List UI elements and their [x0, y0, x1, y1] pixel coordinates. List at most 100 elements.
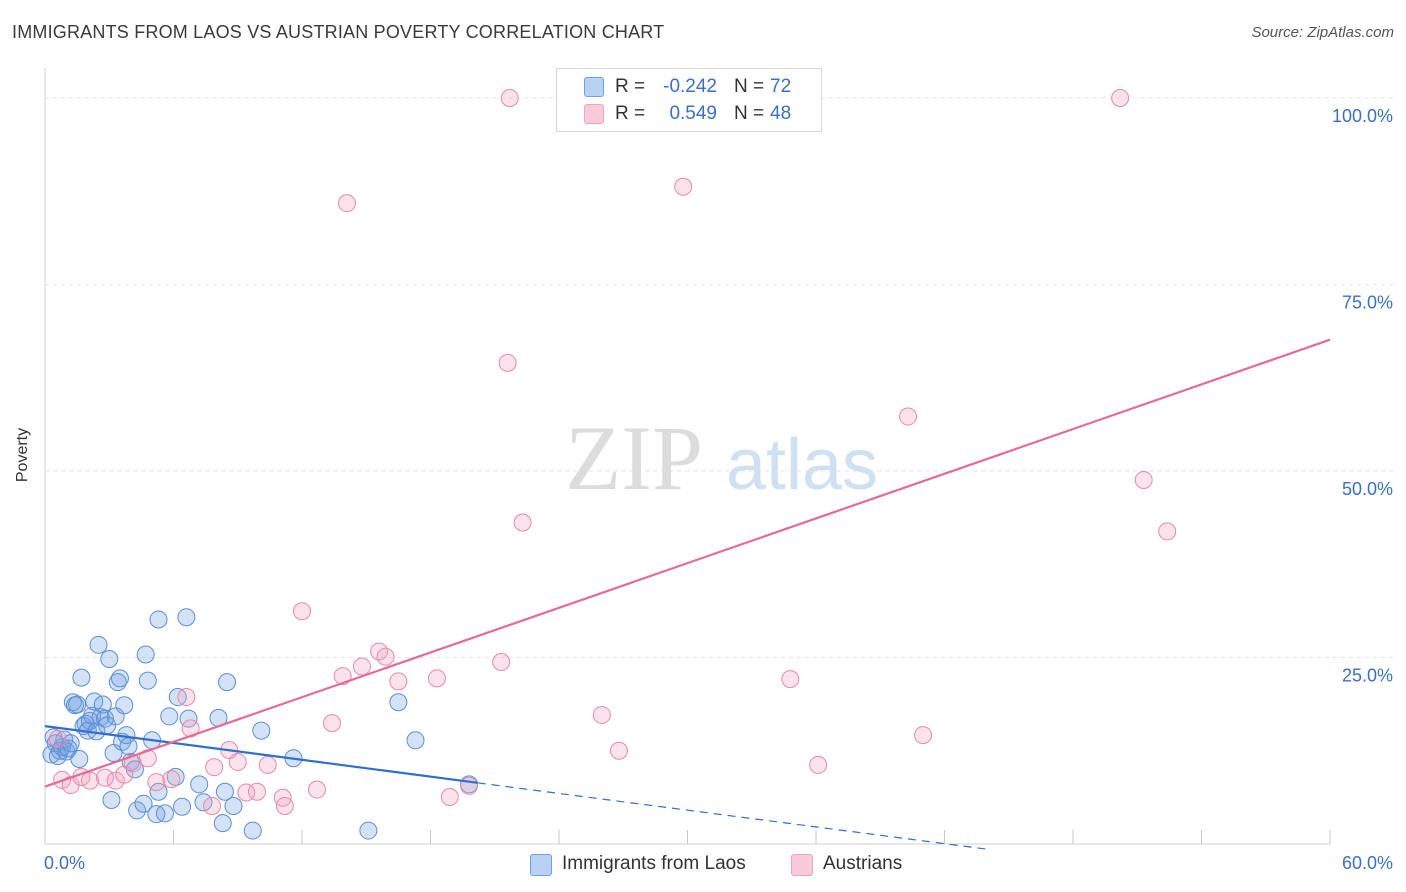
austrians-point: [513, 513, 532, 532]
r-label: R =: [615, 103, 646, 124]
austrians-point: [809, 755, 828, 774]
laos-point: [102, 790, 121, 809]
austrians-point: [609, 741, 628, 760]
laos-point: [93, 695, 112, 714]
laos-point: [190, 775, 209, 794]
austrians-point: [914, 726, 933, 745]
laos-point: [160, 707, 179, 726]
austrians-swatch: [584, 104, 604, 124]
laos-point: [72, 668, 91, 687]
austrians-point: [498, 353, 517, 372]
n-label: N =: [734, 76, 765, 97]
austrians-point: [781, 670, 800, 689]
austrians-point: [427, 669, 446, 688]
r-label: R =: [615, 76, 646, 97]
trend-lines: [44, 338, 1331, 850]
laos-legend-swatch: [530, 854, 552, 876]
laos-point: [119, 737, 138, 756]
laos-point: [177, 608, 196, 627]
austrians-point: [492, 652, 511, 671]
austrians-point: [352, 657, 371, 676]
austrians-point: [95, 768, 114, 787]
legend-label-austrians: Austrians: [823, 853, 903, 874]
austrians-r-value: 0.549: [669, 103, 717, 124]
austrians-point: [389, 672, 408, 691]
austrians-point: [203, 796, 222, 815]
laos-point: [149, 610, 168, 629]
austrians-point: [162, 770, 181, 789]
laos-trend-extension: [477, 782, 988, 850]
laos-point: [218, 673, 237, 692]
laos-point: [224, 796, 243, 815]
watermark-atlas: atlas: [726, 425, 878, 505]
laos-n-value: 72: [770, 76, 792, 97]
laos-point: [173, 797, 192, 816]
laos-point: [359, 821, 378, 840]
austrians-point: [205, 758, 224, 777]
x-tick-label: 60.0%: [1342, 853, 1393, 873]
y-tick-label: 100.0%: [1332, 106, 1393, 126]
austrians-point: [592, 705, 611, 724]
austrians-point: [899, 407, 918, 426]
laos-point: [136, 645, 155, 664]
laos-point: [134, 794, 153, 813]
laos-swatch: [584, 77, 604, 97]
laos-point: [100, 649, 119, 668]
legend-label-laos: Immigrants from Laos: [562, 853, 746, 874]
watermark-zip: ZIP: [565, 407, 703, 509]
austrians-point: [80, 771, 99, 790]
stats-legend: R = -0.242 N = 72 R = 0.549 N = 48: [556, 68, 822, 132]
austrians-point: [322, 714, 341, 733]
laos-point: [128, 801, 147, 820]
austrians-n-value: 48: [770, 103, 792, 124]
laos-point: [194, 793, 213, 812]
laos-point: [243, 821, 262, 840]
laos-point: [95, 709, 114, 728]
austrians-point: [293, 602, 311, 621]
laos-point: [138, 671, 157, 690]
x-tick-label: 0.0%: [44, 853, 85, 873]
austrians-point: [48, 729, 67, 748]
grid-lines: [45, 97, 1394, 658]
n-label: N =: [734, 103, 765, 124]
austrians-point: [1158, 522, 1177, 541]
stats-row-austrians: R = 0.549 N = 48: [557, 100, 821, 126]
y-tick-label: 25.0%: [1342, 666, 1393, 686]
austrians-point: [1134, 470, 1153, 489]
y-tick-label: 75.0%: [1342, 293, 1393, 313]
austrians-point: [440, 788, 459, 807]
austrians-point: [258, 755, 277, 774]
tick-labels: 25.0% 50.0% 75.0% 100.0% 0.0% 60.0%: [44, 106, 1393, 873]
chart-title: IMMIGRANTS FROM LAOS VS AUSTRIAN POVERTY…: [12, 22, 665, 42]
austrians-point: [376, 647, 395, 666]
stats-row-laos: R = -0.242 N = 72: [557, 73, 821, 99]
austrians-point: [337, 194, 356, 213]
austrians-point: [275, 796, 294, 815]
austrians-point: [248, 782, 267, 801]
austrians-point: [1111, 89, 1130, 107]
austrians-point: [307, 780, 326, 799]
laos-point: [70, 749, 89, 768]
laos-point: [68, 695, 87, 714]
laos-point: [215, 782, 234, 801]
laos-point: [110, 669, 129, 688]
axes: [44, 68, 1331, 845]
laos-trend-line: [44, 725, 478, 784]
austrians-point: [500, 89, 519, 107]
series-legend: Immigrants from Laos Austrians: [0, 852, 1406, 876]
austrians-trend-line: [44, 338, 1331, 788]
austrians-point: [177, 688, 196, 707]
source-label: Source: ZipAtlas.com: [1251, 24, 1394, 41]
y-tick-label: 50.0%: [1342, 479, 1393, 499]
laos-point: [213, 814, 232, 833]
laos-point: [155, 804, 174, 823]
austrians-point: [228, 752, 247, 771]
austrians-legend-swatch: [791, 854, 813, 876]
laos-point: [389, 693, 408, 712]
laos-point: [252, 721, 271, 740]
laos-r-value: -0.242: [663, 76, 717, 97]
austrians-point: [674, 177, 693, 196]
laos-point: [115, 696, 134, 715]
austrians-point: [147, 773, 166, 792]
